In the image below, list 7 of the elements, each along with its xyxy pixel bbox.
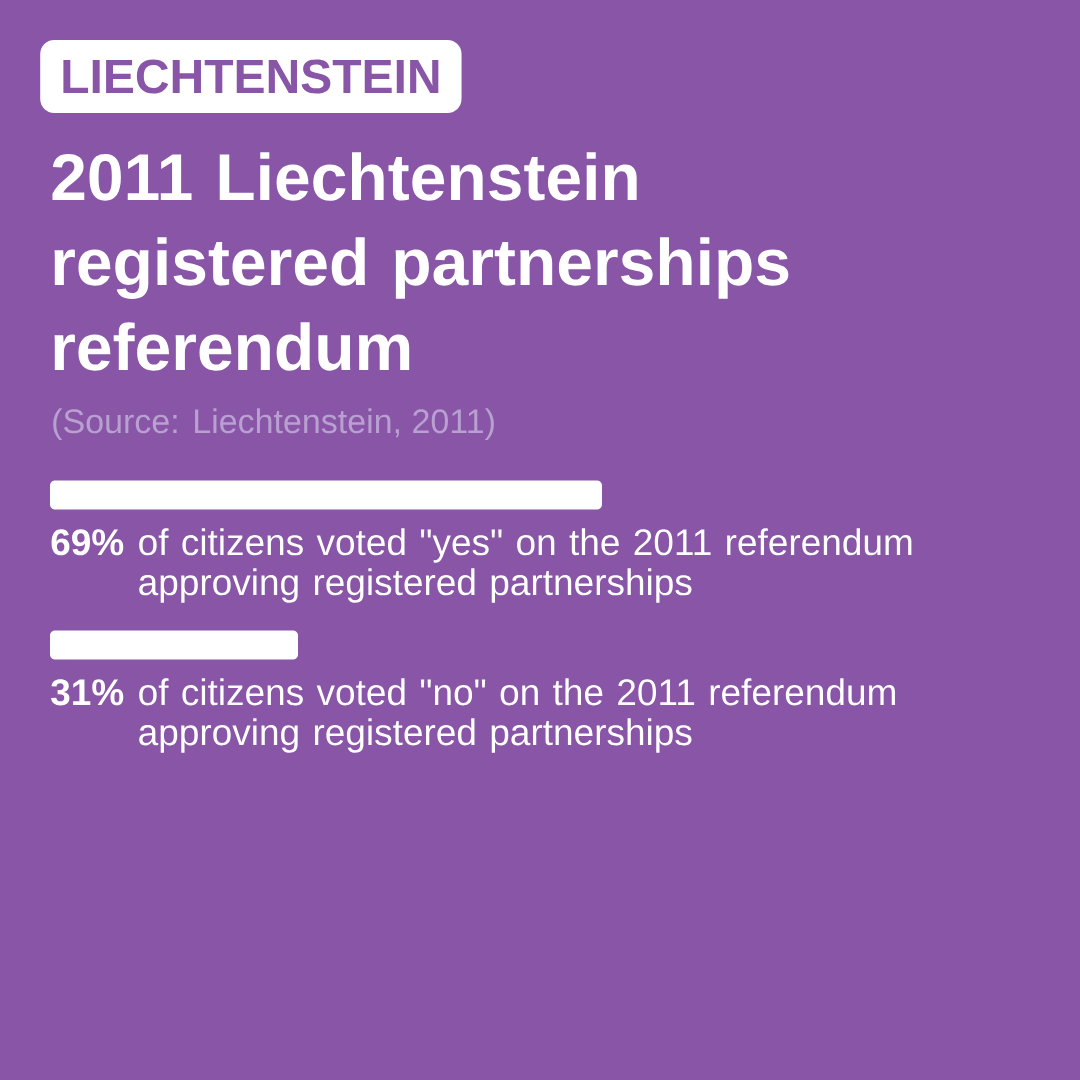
- text: LIECHTENSTEIN: [63, 59, 439, 94]
- data-label: 69%: [51, 529, 124, 556]
- data-label: 31%: [51, 679, 124, 706]
- y-tick-label: of citizens voted "no" on the 2011 referendum approving registered partnerships: [139, 678, 895, 753]
- y-tick-label: of citizens voted "yes" on the 2011 referendum approving registered partnerships: [139, 528, 912, 603]
- chart-title: 2011 Liechtenstein registered partnerships referendum: [52, 152, 789, 371]
- text: (Source: Liechtenstein, 2011): [53, 408, 494, 441]
